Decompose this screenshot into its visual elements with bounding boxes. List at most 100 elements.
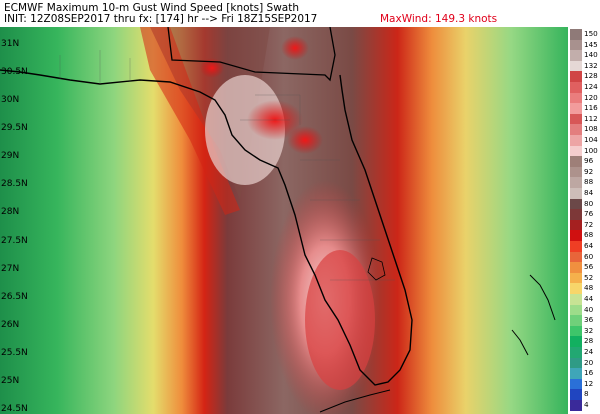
legend-level-label: 145 xyxy=(584,39,598,49)
legend-level-label: 112 xyxy=(584,113,598,123)
lat-label: 31N xyxy=(1,39,20,49)
lat-label: 25.5N xyxy=(1,348,28,358)
legend-swatch xyxy=(570,209,582,221)
keys-coast xyxy=(319,389,391,413)
northwest-red-band xyxy=(140,27,240,215)
legend-level-label: 8 xyxy=(584,389,589,399)
legend-swatch xyxy=(570,177,582,189)
legend-level-label: 68 xyxy=(584,230,594,240)
hotspot-5 xyxy=(305,250,375,390)
legend-level-label: 16 xyxy=(584,368,594,378)
legend-swatch xyxy=(570,188,582,199)
lat-label: 30.5N xyxy=(1,67,28,77)
legend-level-label: 20 xyxy=(584,357,594,367)
legend-swatch xyxy=(570,60,582,72)
lat-label: 27.5N xyxy=(1,236,28,246)
legend-level-label: 92 xyxy=(584,166,594,176)
hotspot-3 xyxy=(281,36,309,60)
legend-swatch xyxy=(570,29,582,40)
legend-level-label: 80 xyxy=(584,198,594,208)
legend-swatch xyxy=(570,251,582,263)
legend-swatch xyxy=(570,219,582,231)
legend-level-label: 36 xyxy=(584,315,594,325)
legend-level-label: 104 xyxy=(584,135,598,144)
legend-swatch xyxy=(570,92,582,104)
legend-level-label: 28 xyxy=(584,336,594,346)
legend-level-label: 24 xyxy=(584,347,594,356)
legend-swatch xyxy=(570,198,582,210)
lat-label: 29.5N xyxy=(1,123,28,133)
color-legend: 150 145 140 132 128 124 120 116 112 108 104 100 96 92… xyxy=(568,27,600,414)
legend-swatch xyxy=(570,400,582,411)
legend-level-label: 140 xyxy=(584,50,598,60)
hotspot-2 xyxy=(287,126,323,154)
state-border-line xyxy=(167,27,336,82)
legend-swatch xyxy=(570,135,582,146)
legend-swatch xyxy=(570,347,582,358)
county-lines xyxy=(59,50,395,281)
legend-swatch xyxy=(570,113,582,125)
lat-label: 29N xyxy=(1,151,20,161)
legend-level-label: 60 xyxy=(584,251,594,261)
legend-swatch xyxy=(570,39,582,51)
legend-swatch xyxy=(570,315,582,327)
legend-swatch xyxy=(570,325,582,337)
legend-level-label: 96 xyxy=(584,156,594,166)
legend-swatch xyxy=(570,166,582,178)
florida-coastline xyxy=(0,69,413,386)
legend-level-label: 124 xyxy=(584,82,598,91)
wind-swath-map xyxy=(0,27,568,414)
legend-swatch xyxy=(570,304,582,316)
legend-swatch xyxy=(570,124,582,136)
legend-swatch xyxy=(570,82,582,93)
legend-level-label: 32 xyxy=(584,325,594,335)
legend-swatch xyxy=(570,368,582,380)
init-time-label: INIT: 12Z08SEP2017 thru fx: [174] hr -->… xyxy=(4,13,318,25)
legend-level-label: 4 xyxy=(584,400,589,409)
legend-level-label: 100 xyxy=(584,145,598,155)
lat-label: 28.5N xyxy=(1,179,28,189)
legend-swatch xyxy=(570,272,582,284)
legend-level-label: 56 xyxy=(584,262,594,272)
lat-label: 25N xyxy=(1,376,20,386)
legend-level-label: 116 xyxy=(584,103,598,113)
legend-swatch xyxy=(570,71,582,83)
legend-swatch xyxy=(570,378,582,390)
lat-label: 24.5N xyxy=(1,404,28,414)
legend-swatch xyxy=(570,357,582,369)
legend-swatch xyxy=(570,103,582,115)
legend-level-label: 88 xyxy=(584,177,594,187)
lake-okeechobee xyxy=(367,257,386,281)
legend-swatch xyxy=(570,283,582,295)
legend-level-label: 72 xyxy=(584,219,594,229)
legend-level-label: 108 xyxy=(584,124,598,134)
legend-level-label: 128 xyxy=(584,71,598,81)
legend-level-label: 12 xyxy=(584,378,594,388)
lat-label: 26.5N xyxy=(1,292,28,302)
map-title: ECMWF Maximum 10-m Gust Wind Speed [knot… xyxy=(4,2,300,14)
legend-level-label: 76 xyxy=(584,209,594,219)
legend-swatch xyxy=(570,262,582,274)
lat-label: 30N xyxy=(1,95,20,105)
hotspot-4 xyxy=(200,58,224,78)
legend-level-label: 40 xyxy=(584,304,594,314)
legend-swatch xyxy=(570,156,582,168)
legend-swatch xyxy=(570,145,582,157)
lat-label: 26N xyxy=(1,320,20,330)
legend-level-label: 48 xyxy=(584,283,594,293)
legend-level-label: 44 xyxy=(584,294,594,303)
max-wind-label: MaxWind: 149.3 knots xyxy=(380,13,498,25)
legend-swatch xyxy=(570,230,582,242)
legend-level-label: 120 xyxy=(584,92,598,102)
legend-swatch xyxy=(570,336,582,348)
lat-label: 27N xyxy=(1,264,20,274)
legend-level-label: 64 xyxy=(584,241,594,250)
legend-level-label: 52 xyxy=(584,272,594,282)
legend-level-label: 84 xyxy=(584,188,594,197)
lat-label: 28N xyxy=(1,207,20,217)
legend-level-label: 150 xyxy=(584,29,598,38)
legend-swatch xyxy=(570,389,582,401)
legend-swatch xyxy=(570,50,582,62)
legend-level-label: 132 xyxy=(584,60,598,70)
legend-swatch xyxy=(570,294,582,305)
